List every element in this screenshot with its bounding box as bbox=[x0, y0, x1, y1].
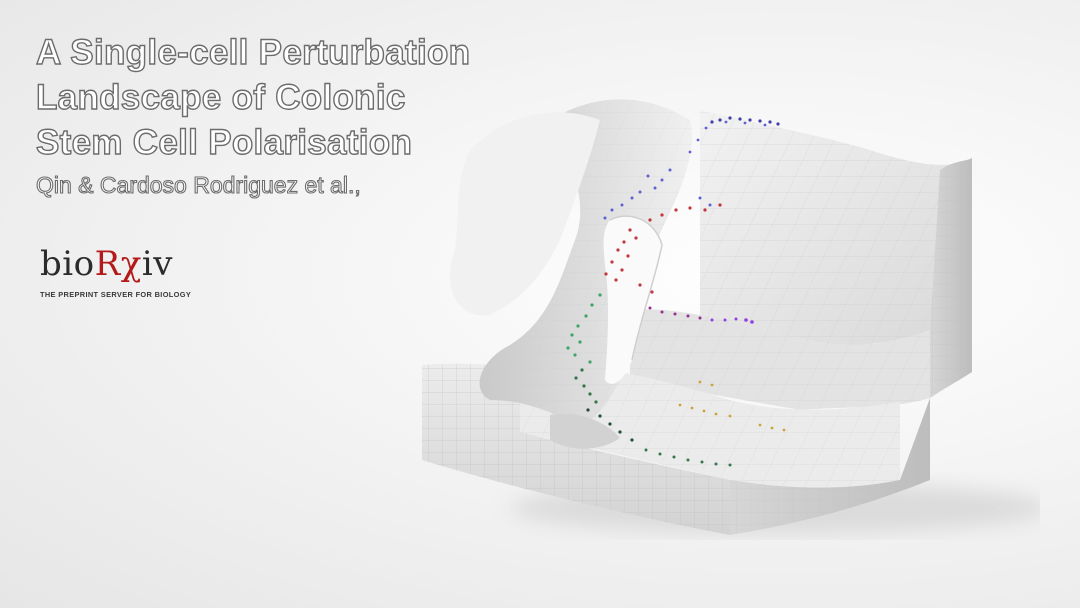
cell-trajectory-dots bbox=[566, 116, 786, 467]
central-ridge bbox=[603, 216, 662, 384]
logo-wordmark: bioRχiv bbox=[40, 244, 191, 284]
logo-prefix: bio bbox=[40, 244, 95, 284]
logo-r-mark: R bbox=[94, 244, 121, 284]
title-line-3: Stem Cell Polarisation bbox=[35, 122, 413, 162]
title-line-2: Landscape of Colonic bbox=[35, 77, 406, 117]
front-dip bbox=[550, 413, 620, 449]
logo-tagline: THE PREPRINT SERVER FOR BIOLOGY bbox=[40, 290, 192, 299]
logo-suffix: iv bbox=[141, 244, 173, 284]
landscape-illustration bbox=[422, 99, 1040, 535]
authors-line: Qin & Cardoso Rodriguez et al., bbox=[35, 171, 361, 198]
title-line-1: A Single-cell Perturbation bbox=[35, 32, 471, 72]
logo-chi-mark: χ bbox=[120, 244, 142, 284]
left-hill bbox=[449, 112, 600, 316]
title-block: A Single-cell Perturbation Landscape of … bbox=[35, 30, 556, 199]
biorxiv-logo: bioRχiv THE PREPRINT SERVER FOR BIOLOGY bbox=[40, 244, 191, 299]
